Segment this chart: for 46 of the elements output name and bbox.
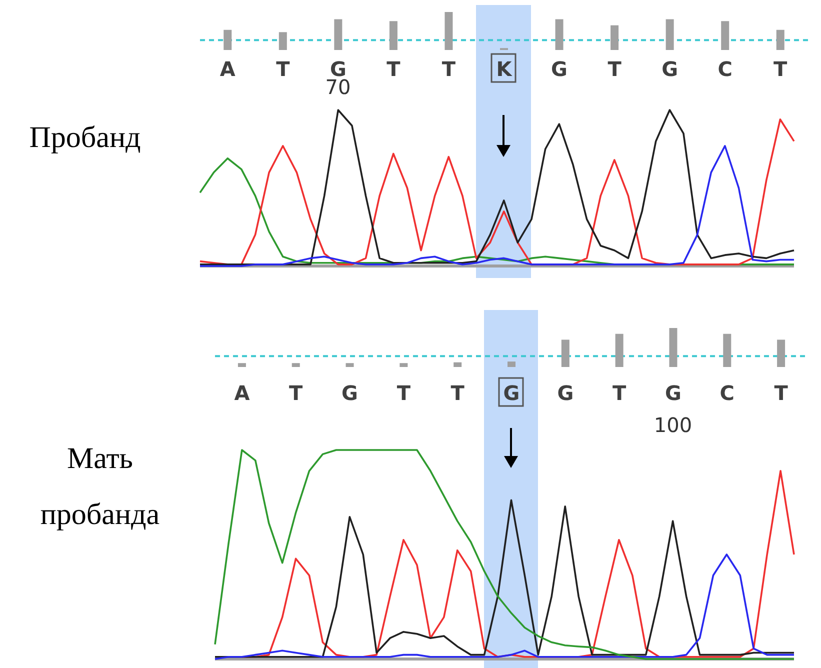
- bar: [444, 12, 453, 50]
- x-tick-label: C: [720, 381, 734, 405]
- bar: [400, 363, 408, 367]
- bar: [346, 363, 354, 367]
- x-tick-label: T: [608, 57, 622, 81]
- bar: [776, 30, 784, 50]
- bar: [278, 32, 287, 50]
- bar: [292, 363, 300, 367]
- x-tick-label: T: [612, 381, 626, 405]
- x-tick-label: T: [774, 381, 788, 405]
- x-tick-label: G: [662, 57, 678, 81]
- bar: [666, 19, 674, 50]
- x-tick-label: T: [442, 57, 456, 81]
- x-tick-label: T: [450, 381, 465, 405]
- chart-title: Пробанд: [29, 121, 141, 154]
- bar: [615, 334, 624, 367]
- bar: [721, 21, 730, 50]
- bar: [508, 362, 516, 367]
- text: 100: [654, 413, 692, 437]
- bar: [555, 19, 564, 50]
- bar: [454, 362, 462, 367]
- x-tick-label: T: [289, 381, 304, 405]
- text: Мать пробанда: [40, 442, 160, 531]
- x-tick-label: G: [342, 381, 358, 405]
- bar: [669, 328, 678, 367]
- bar: [723, 334, 732, 367]
- bar: [238, 363, 246, 367]
- text: 70: [325, 75, 351, 99]
- bar: [334, 19, 342, 50]
- x-tick-label: T: [774, 57, 788, 81]
- bar: [224, 30, 232, 50]
- x-tick-label: C: [718, 57, 732, 81]
- x-tick-label: G: [551, 57, 568, 81]
- bar: [389, 21, 398, 50]
- x-tick-label: A: [234, 381, 250, 405]
- x-tick-label: K: [496, 57, 514, 81]
- bar: [777, 340, 786, 367]
- x-tick-label: A: [220, 57, 236, 81]
- bar: [610, 25, 619, 50]
- x-tick-label: T: [386, 57, 401, 81]
- x-tick-label: G: [503, 381, 520, 405]
- x-tick-label: G: [665, 381, 682, 405]
- x-tick-label: T: [396, 381, 411, 405]
- x-tick-label: G: [557, 381, 574, 405]
- x-tick-label: T: [276, 57, 290, 81]
- bar: [561, 340, 570, 367]
